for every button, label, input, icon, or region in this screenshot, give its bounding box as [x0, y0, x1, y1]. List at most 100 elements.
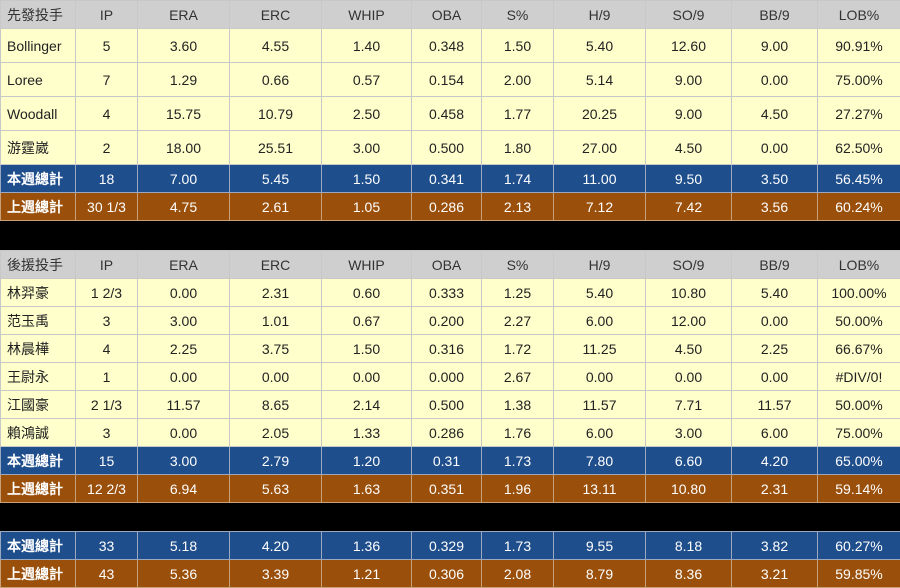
stat-cell: 9.00 — [646, 97, 732, 131]
stat-cell: 0.00 — [138, 419, 230, 447]
stat-cell: 75.00% — [818, 419, 900, 447]
stat-cell: 7.00 — [138, 165, 230, 193]
stat-cell: 3.50 — [732, 165, 818, 193]
section-gap — [1, 503, 900, 532]
stat-cell: 33 — [76, 532, 138, 560]
stat-cell: 11.25 — [554, 335, 646, 363]
row-label: 江國豪 — [1, 391, 76, 419]
column-header: OBA — [412, 251, 482, 279]
stat-cell: 3.75 — [230, 335, 322, 363]
stat-cell: 0.306 — [412, 560, 482, 588]
stat-cell: 18 — [76, 165, 138, 193]
column-header: ERA — [138, 251, 230, 279]
stat-cell: 3.60 — [138, 29, 230, 63]
stat-cell: 1.20 — [322, 447, 412, 475]
stat-cell: 1.01 — [230, 307, 322, 335]
stat-cell: 4.50 — [646, 131, 732, 165]
stat-cell: 2.05 — [230, 419, 322, 447]
stat-cell: 11.57 — [732, 391, 818, 419]
row-label: 游霆崴 — [1, 131, 76, 165]
column-header: H/9 — [554, 1, 646, 29]
stat-cell: 1.76 — [482, 419, 554, 447]
stat-cell: 2.14 — [322, 391, 412, 419]
stat-cell: 11.57 — [554, 391, 646, 419]
stat-cell: 0.00 — [646, 363, 732, 391]
stat-cell: 5.14 — [554, 63, 646, 97]
column-header: LOB% — [818, 251, 900, 279]
stat-cell: 1.80 — [482, 131, 554, 165]
stat-cell: 5.40 — [732, 279, 818, 307]
stat-cell: 13.11 — [554, 475, 646, 503]
stat-cell: 1.74 — [482, 165, 554, 193]
stat-cell: 100.00% — [818, 279, 900, 307]
row-label: Woodall — [1, 97, 76, 131]
column-header: ERC — [230, 1, 322, 29]
column-header: IP — [76, 1, 138, 29]
stat-cell: 0.329 — [412, 532, 482, 560]
stat-cell: 1.96 — [482, 475, 554, 503]
gap-cell — [1, 503, 900, 532]
stat-cell: 3.21 — [732, 560, 818, 588]
stat-cell: 0.286 — [412, 419, 482, 447]
stat-cell: 2.79 — [230, 447, 322, 475]
stat-cell: 0.00 — [732, 131, 818, 165]
stat-cell: 6.00 — [554, 307, 646, 335]
stat-cell: 60.24% — [818, 193, 900, 221]
stat-cell: 1.38 — [482, 391, 554, 419]
stat-cell: 0.00 — [732, 363, 818, 391]
stat-cell: 0.458 — [412, 97, 482, 131]
stat-cell: 5.45 — [230, 165, 322, 193]
stat-cell: 7 — [76, 63, 138, 97]
stat-cell: 0.351 — [412, 475, 482, 503]
stat-cell: 12.60 — [646, 29, 732, 63]
stat-cell: 12.00 — [646, 307, 732, 335]
stat-cell: 4.50 — [732, 97, 818, 131]
stat-cell: 2.67 — [482, 363, 554, 391]
column-header: BB/9 — [732, 251, 818, 279]
stat-cell: 1.73 — [482, 447, 554, 475]
stat-cell: 2.27 — [482, 307, 554, 335]
stat-cell: 0.286 — [412, 193, 482, 221]
row-label: 上週總計 — [1, 193, 76, 221]
stat-cell: 9.55 — [554, 532, 646, 560]
row-label: 本週總計 — [1, 447, 76, 475]
column-header: WHIP — [322, 251, 412, 279]
stat-cell: 1.63 — [322, 475, 412, 503]
stat-cell: 50.00% — [818, 307, 900, 335]
stat-cell: 0.333 — [412, 279, 482, 307]
section-label: 先發投手 — [1, 1, 76, 29]
stat-cell: 5.40 — [554, 29, 646, 63]
stat-cell: 1.50 — [322, 165, 412, 193]
stat-cell: 11.00 — [554, 165, 646, 193]
stat-cell: 0.200 — [412, 307, 482, 335]
stat-cell: 12 2/3 — [76, 475, 138, 503]
stat-cell: 1.50 — [482, 29, 554, 63]
stat-cell: 18.00 — [138, 131, 230, 165]
stat-cell: 0.00 — [732, 307, 818, 335]
stat-cell: 3 — [76, 419, 138, 447]
row-label: 本週總計 — [1, 165, 76, 193]
stat-cell: 20.25 — [554, 97, 646, 131]
column-header: IP — [76, 251, 138, 279]
stat-cell: 59.85% — [818, 560, 900, 588]
stat-cell: 0.154 — [412, 63, 482, 97]
stat-cell: 0.000 — [412, 363, 482, 391]
stat-cell: 10.80 — [646, 475, 732, 503]
stat-cell: 0.00 — [138, 279, 230, 307]
stat-cell: 10.79 — [230, 97, 322, 131]
stat-cell: 5.63 — [230, 475, 322, 503]
stat-cell: 1.50 — [322, 335, 412, 363]
row-label: 林晨樺 — [1, 335, 76, 363]
column-header: S% — [482, 251, 554, 279]
stat-cell: 6.00 — [732, 419, 818, 447]
stat-cell: 8.65 — [230, 391, 322, 419]
stat-cell: 0.57 — [322, 63, 412, 97]
